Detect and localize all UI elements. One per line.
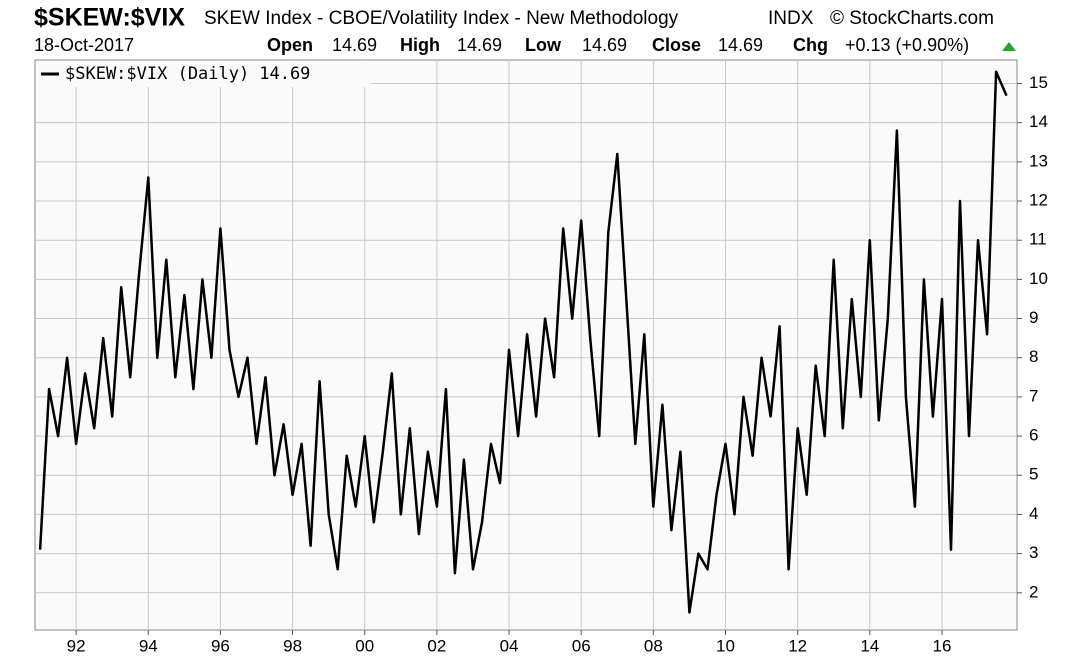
x-tick-label: 10 (716, 636, 735, 655)
x-tick-label: 12 (788, 636, 807, 655)
y-tick-label: 2 (1029, 582, 1038, 601)
x-tick-label: 92 (67, 636, 86, 655)
x-tick-label: 14 (860, 636, 879, 655)
series-line (38, 70, 1008, 614)
quote-value: +0.13 (+0.90%) (845, 35, 969, 55)
legend-entry: $SKEW:$VIX (Daily) (65, 64, 249, 84)
quote-value: 14.69 (332, 35, 377, 55)
quote-label: High (400, 35, 440, 55)
date: 18-Oct-2017 (34, 35, 134, 55)
y-tick-label: 5 (1029, 465, 1038, 484)
copyright: © StockCharts.com (830, 8, 994, 29)
x-tick-label: 06 (572, 636, 591, 655)
chart-subtitle: SKEW Index - CBOE/Volatility Index - New… (204, 8, 679, 29)
exchange: INDX (768, 8, 814, 29)
y-tick-label: 7 (1029, 386, 1038, 405)
x-tick-label: 94 (139, 636, 158, 655)
quote-label: Close (652, 35, 701, 55)
quote-label: Open (267, 35, 313, 55)
quote-label: Chg (793, 35, 828, 55)
x-tick-label: 08 (644, 636, 663, 655)
y-tick-label: 3 (1029, 543, 1038, 562)
y-tick-label: 13 (1029, 151, 1048, 170)
quote-value: 14.69 (457, 35, 502, 55)
y-tick-label: 4 (1029, 504, 1038, 523)
y-tick-label: 9 (1029, 308, 1038, 327)
x-tick-label: 02 (427, 636, 446, 655)
x-tick-label: 04 (500, 636, 519, 655)
x-tick-label: 16 (933, 636, 952, 655)
legend-box (36, 61, 371, 87)
y-tick-label: 8 (1029, 347, 1038, 366)
y-tick-label: 12 (1029, 191, 1048, 210)
y-tick-label: 11 (1029, 230, 1047, 249)
x-tick-label: 98 (283, 636, 302, 655)
quote-label: Low (525, 35, 562, 55)
x-tick-label: 96 (211, 636, 230, 655)
y-tick-label: 15 (1029, 73, 1048, 92)
y-tick-label: 14 (1029, 112, 1048, 131)
quote-value: 14.69 (718, 35, 763, 55)
quote-row: Open 14.69 High 14.69 Low 14.69 Close 14.69 Chg +… (267, 35, 969, 55)
y-tick-label: 6 (1029, 426, 1038, 445)
up-arrow (1002, 42, 1016, 51)
chart-title: $SKEW:$VIX (34, 4, 185, 32)
legend-last-value: 14.69 (259, 64, 310, 84)
y-tick-label: 10 (1029, 269, 1048, 288)
quote-value: 14.69 (582, 35, 627, 55)
x-tick-label: 00 (355, 636, 374, 655)
